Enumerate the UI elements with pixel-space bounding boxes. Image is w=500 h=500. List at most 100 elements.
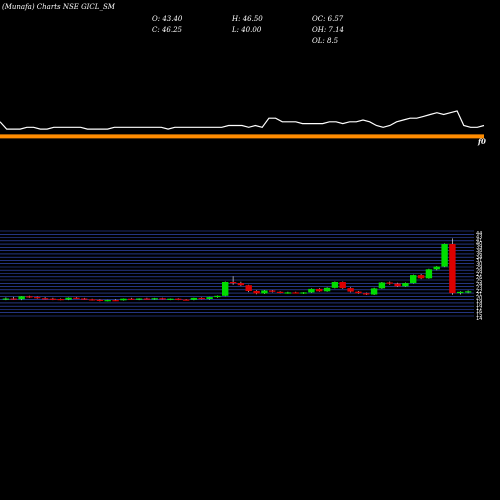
candle-down xyxy=(347,288,354,292)
candle-down xyxy=(175,298,182,300)
candle-down xyxy=(128,298,135,300)
candle-up xyxy=(425,269,433,279)
open-value: O: 43.40 xyxy=(152,15,183,23)
candle-down xyxy=(394,283,401,287)
candle-down xyxy=(292,292,299,294)
candle-down xyxy=(81,298,88,300)
y-tick-label: 17 xyxy=(476,306,482,312)
low-value: L: 40.00 xyxy=(231,26,262,34)
candle-down xyxy=(143,298,151,300)
candle-up xyxy=(190,297,198,300)
candle-up xyxy=(151,298,158,300)
candle-down xyxy=(57,299,64,301)
candle-up xyxy=(410,275,417,284)
candle-down xyxy=(237,283,245,286)
y-tick-label: 16 xyxy=(476,309,482,315)
candle-down xyxy=(41,298,49,300)
y-tick-label: 27 xyxy=(476,272,482,278)
price-line-panel: f0 xyxy=(0,110,486,146)
candle-down xyxy=(159,298,166,300)
price-line xyxy=(0,110,485,130)
y-tick-label: 18 xyxy=(476,302,482,308)
y-tick-label: 36 xyxy=(476,251,482,257)
candle-up xyxy=(284,292,292,294)
candle-up xyxy=(222,282,229,296)
close-value: C: 46.25 xyxy=(152,26,183,34)
candle-down xyxy=(449,244,456,294)
y-tick-label: 38 xyxy=(476,248,482,254)
candle-up xyxy=(120,298,127,301)
open-high-value: OH: 7.14 xyxy=(312,26,344,34)
candle-up xyxy=(441,244,448,267)
y-tick-label: 34 xyxy=(476,255,482,261)
open-low-value: OL: 8.5 xyxy=(312,37,339,45)
candle-down xyxy=(112,300,119,302)
candle-down xyxy=(245,285,252,291)
y-tick-label: 24 xyxy=(476,282,482,288)
candle-down xyxy=(26,296,33,298)
candle-up xyxy=(331,282,339,288)
candle-up xyxy=(167,298,174,300)
candle-up xyxy=(402,283,409,287)
high-value: H: 46.50 xyxy=(231,15,263,23)
candle-down xyxy=(49,298,57,300)
candle-down xyxy=(88,299,96,301)
candle-up xyxy=(135,298,143,300)
candle-up xyxy=(433,266,440,270)
candle-down xyxy=(253,291,260,294)
candle-down xyxy=(10,298,17,300)
y-tick-label: 25 xyxy=(476,279,482,285)
y-tick-label: 20 xyxy=(476,296,482,302)
y-tick-label: 43 xyxy=(476,234,482,240)
y-tick-label: 26 xyxy=(476,275,482,281)
candle-up xyxy=(104,300,111,302)
candle-up xyxy=(378,282,386,289)
y-tick-label: 15 xyxy=(476,313,482,319)
candle-up xyxy=(457,291,464,294)
candle-down xyxy=(96,299,104,301)
y-tick-label: 28 xyxy=(476,268,482,274)
y-tick-label: 29 xyxy=(476,265,482,271)
candle-down xyxy=(198,297,205,300)
candle-up xyxy=(464,291,472,293)
candlestick-panel: 4443414039383634313029282726252423222120… xyxy=(0,230,482,322)
candle-down xyxy=(34,297,41,299)
candle-up xyxy=(308,288,315,293)
candle-down xyxy=(269,290,276,292)
candle-up xyxy=(214,295,221,298)
candle-down xyxy=(417,275,425,279)
candle-down xyxy=(276,291,284,293)
candle-up xyxy=(18,296,25,300)
candle-down xyxy=(386,282,393,284)
y-tick-label: 31 xyxy=(476,258,482,264)
y-tick-label: 22 xyxy=(476,289,482,295)
candle-down xyxy=(182,299,190,301)
y-tick-label: 21 xyxy=(476,292,482,298)
y-tick-label: 30 xyxy=(476,262,482,268)
candle-down xyxy=(339,282,346,289)
candle-up xyxy=(261,290,268,294)
y-tick-label: 23 xyxy=(476,285,482,291)
candle-down xyxy=(316,288,323,292)
open-close-value: OC: 6.57 xyxy=(312,15,344,23)
y-tick-label: 39 xyxy=(476,245,482,251)
watermark-title: (Munafa) Charts NSE GICL_SM xyxy=(2,3,116,11)
y-tick-label: 14 xyxy=(476,316,482,322)
candle-up xyxy=(2,298,10,300)
candle-up xyxy=(300,292,307,294)
y-tick-label: 40 xyxy=(476,241,482,247)
candle-up xyxy=(323,287,331,292)
candle-up xyxy=(65,297,72,300)
candle-down xyxy=(363,293,370,295)
y-tick-label: 44 xyxy=(476,231,482,237)
y-tick-label: 41 xyxy=(476,238,482,244)
candle-down xyxy=(73,297,80,299)
candle-up xyxy=(206,297,213,299)
line-annotation: f0 xyxy=(477,137,486,146)
candle-down xyxy=(355,291,362,294)
y-tick-label: 19 xyxy=(476,299,482,305)
candle-down xyxy=(229,282,237,284)
candle-up xyxy=(370,288,378,295)
